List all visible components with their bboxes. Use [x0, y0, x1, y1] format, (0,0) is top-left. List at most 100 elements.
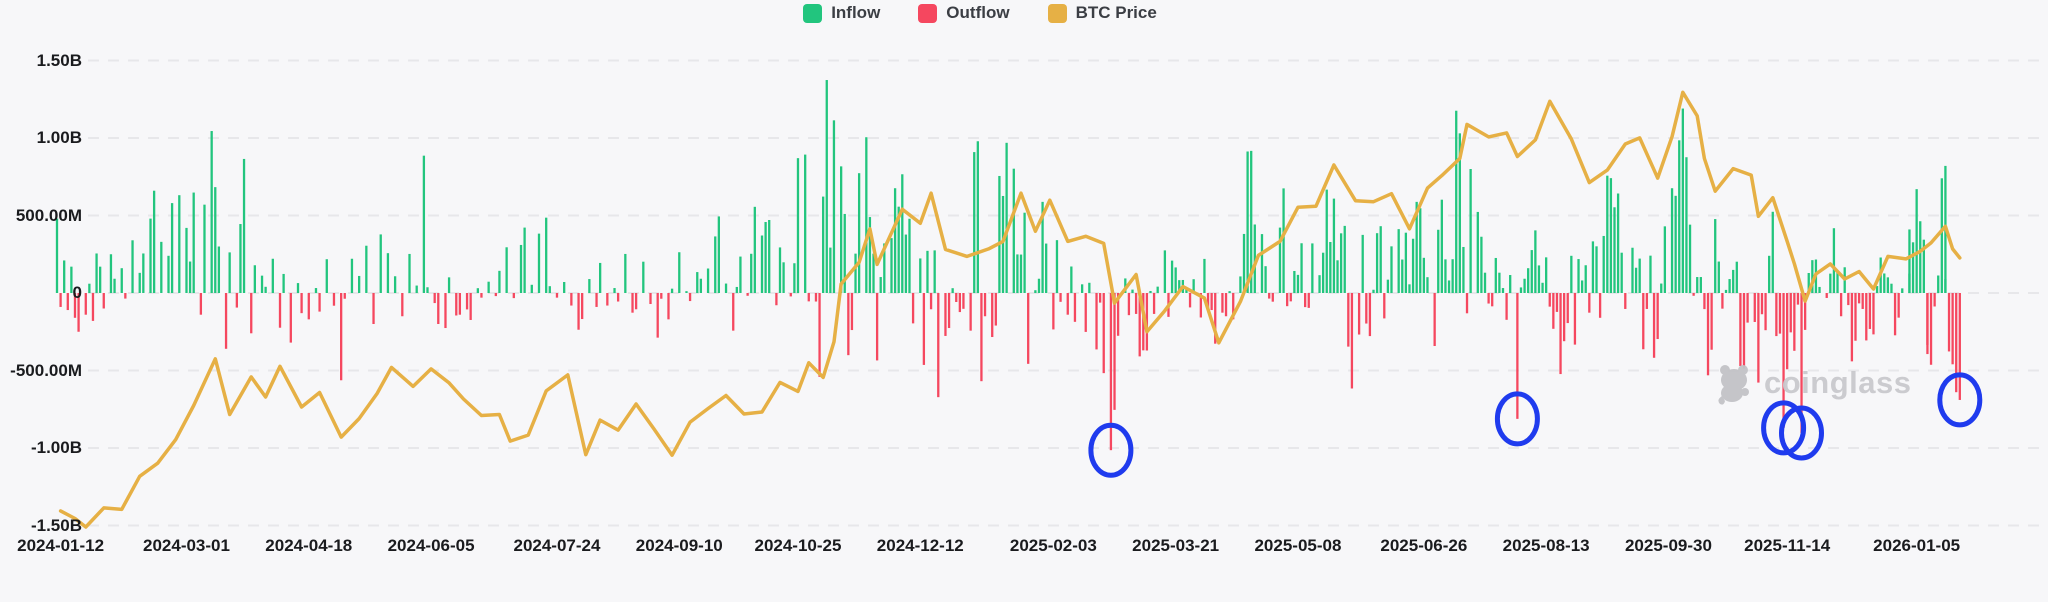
outflow-bar — [1573, 293, 1577, 345]
outflow-bar — [969, 293, 972, 331]
inflow-bar — [1300, 243, 1303, 294]
x-tick-label: 2024-06-05 — [387, 536, 475, 555]
outflow-bar — [1286, 293, 1289, 307]
outflow-bar — [688, 293, 692, 302]
inflow-bar — [1523, 278, 1526, 293]
inflow-bar — [1408, 284, 1411, 293]
outflow-bar — [1782, 293, 1785, 428]
outflow-bar — [512, 293, 515, 299]
highlight-circle — [1937, 372, 1983, 428]
inflow-bar — [840, 166, 843, 294]
inflow-bar — [865, 137, 868, 293]
outflow-bar — [1624, 293, 1627, 309]
inflow-bar — [1922, 239, 1925, 293]
inflow-bar — [1483, 272, 1487, 293]
outflow-bar — [1588, 293, 1591, 313]
outflow-bar — [1598, 293, 1602, 318]
x-tick-label: 2024-12-12 — [876, 536, 964, 555]
inflow-bar — [760, 235, 764, 294]
outflow-bar — [1555, 293, 1559, 312]
inflow-bar — [1714, 219, 1717, 293]
y-tick-label: 0 — [72, 283, 82, 302]
outflow-bar — [91, 293, 95, 321]
inflow-bar — [1606, 175, 1609, 293]
inflow-bar — [1537, 265, 1541, 293]
inflow-bar — [55, 218, 59, 293]
inflow-bar — [1379, 226, 1382, 293]
outflow-bar — [1825, 293, 1828, 298]
inflow-bar — [897, 206, 900, 293]
outflow-bar — [300, 293, 303, 314]
inflow-bar — [365, 245, 368, 293]
outflow-bar — [1516, 293, 1519, 419]
inflow-bar — [1124, 278, 1127, 293]
inflow-bar — [1386, 279, 1390, 293]
inflow-bar — [872, 253, 875, 293]
legend-item-btc-price[interactable]: BTC Price — [1047, 3, 1157, 23]
inflow-bar — [109, 254, 113, 293]
inflow-bar — [519, 244, 523, 293]
inflow-bar — [1318, 275, 1321, 293]
outflow-bar — [1645, 293, 1649, 309]
outflow-swatch-icon — [918, 3, 938, 23]
inflow-bar — [717, 216, 720, 293]
outflow-bar — [667, 293, 670, 320]
inflow-bar — [228, 252, 231, 293]
outflow-bar — [1692, 293, 1695, 296]
highlight-circle — [1779, 405, 1824, 461]
inflow-bar — [893, 188, 897, 293]
inflow-bar — [422, 155, 426, 293]
outflow-bar — [1206, 293, 1210, 309]
inflow-bar — [1728, 279, 1731, 293]
inflow-bar — [1282, 188, 1285, 294]
inflow-bar — [314, 288, 318, 293]
inflow-bar — [487, 281, 490, 293]
inflow-bar — [1609, 178, 1613, 293]
outflow-bar — [1098, 293, 1102, 303]
inflow-bar — [778, 247, 782, 293]
inflow-bar — [750, 253, 753, 293]
outflow-bar — [1764, 293, 1767, 331]
outflow-bar — [1368, 293, 1372, 337]
x-tick-label: 2025-08-13 — [1502, 536, 1590, 555]
inflow-bar — [1293, 270, 1296, 293]
outflow-bar — [469, 293, 472, 320]
inflow-bar — [1541, 282, 1544, 293]
inflow-bar — [142, 253, 145, 293]
y-tick-label: -500.00M — [10, 360, 82, 380]
x-tick-label: 2026-01-05 — [1873, 536, 1961, 555]
outflow-bar — [1487, 293, 1490, 304]
outflow-bar — [555, 293, 559, 298]
outflow-bar — [1789, 293, 1792, 333]
outflow-bar — [1854, 293, 1857, 341]
inflow-bar — [1875, 286, 1879, 293]
inflow-bar — [1019, 254, 1023, 293]
inflow-bar — [1678, 140, 1681, 293]
legend-item-outflow[interactable]: Outflow — [918, 3, 1010, 23]
inflow-bar — [1717, 261, 1720, 293]
inflow-bar — [563, 282, 566, 294]
inflow-bar — [696, 272, 699, 293]
outflow-bar — [224, 293, 228, 349]
outflow-bar — [1134, 293, 1138, 314]
outflow-bar — [332, 293, 336, 306]
inflow-bar — [1001, 195, 1005, 293]
inflow-bar — [170, 203, 174, 293]
inflow-bar — [1911, 242, 1915, 293]
inflow-bar — [670, 288, 674, 293]
inflow-bar — [1228, 291, 1231, 293]
inflow-bar — [1534, 230, 1537, 293]
outflow-bar — [789, 293, 792, 297]
outflow-bar — [1138, 293, 1141, 357]
outflow-bar — [340, 293, 343, 381]
outflow-bar — [59, 293, 62, 307]
outflow-bar — [1199, 293, 1202, 318]
outflow-bar — [1271, 293, 1274, 302]
legend-item-inflow[interactable]: Inflow — [803, 3, 880, 23]
inflow-bar — [1476, 211, 1479, 293]
inflow-bar — [1663, 226, 1667, 293]
inflow-bar — [167, 255, 170, 293]
inflow-bar — [1163, 250, 1167, 294]
inflow-bar — [476, 288, 479, 293]
